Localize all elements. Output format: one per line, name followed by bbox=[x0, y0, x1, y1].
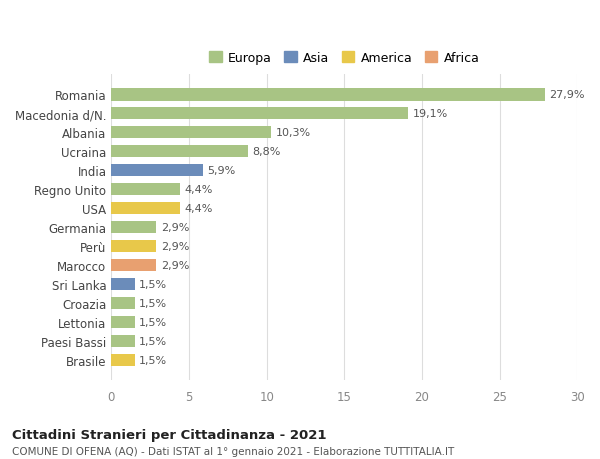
Bar bbox=[112, 165, 203, 177]
Text: 1,5%: 1,5% bbox=[139, 298, 167, 308]
Text: 1,5%: 1,5% bbox=[139, 317, 167, 327]
Text: 1,5%: 1,5% bbox=[139, 280, 167, 289]
Legend: Europa, Asia, America, Africa: Europa, Asia, America, Africa bbox=[206, 48, 483, 68]
Text: 5,9%: 5,9% bbox=[208, 166, 236, 176]
Bar bbox=[112, 108, 408, 120]
Text: 4,4%: 4,4% bbox=[184, 204, 213, 214]
Text: 2,9%: 2,9% bbox=[161, 223, 190, 233]
Bar bbox=[112, 259, 157, 272]
Text: 1,5%: 1,5% bbox=[139, 355, 167, 365]
Bar bbox=[112, 127, 271, 139]
Bar bbox=[112, 241, 157, 252]
Bar bbox=[112, 202, 180, 215]
Text: 19,1%: 19,1% bbox=[413, 109, 448, 119]
Text: 4,4%: 4,4% bbox=[184, 185, 213, 195]
Bar bbox=[112, 335, 134, 347]
Text: 10,3%: 10,3% bbox=[276, 128, 311, 138]
Text: Cittadini Stranieri per Cittadinanza - 2021: Cittadini Stranieri per Cittadinanza - 2… bbox=[12, 428, 326, 442]
Bar bbox=[112, 297, 134, 309]
Bar bbox=[112, 146, 248, 158]
Text: 1,5%: 1,5% bbox=[139, 336, 167, 346]
Bar bbox=[112, 221, 157, 234]
Bar bbox=[112, 316, 134, 328]
Text: 8,8%: 8,8% bbox=[253, 147, 281, 157]
Bar bbox=[112, 278, 134, 291]
Bar bbox=[112, 89, 545, 101]
Text: 2,9%: 2,9% bbox=[161, 241, 190, 252]
Text: 2,9%: 2,9% bbox=[161, 260, 190, 270]
Bar bbox=[112, 184, 180, 196]
Bar bbox=[112, 354, 134, 366]
Text: COMUNE DI OFENA (AQ) - Dati ISTAT al 1° gennaio 2021 - Elaborazione TUTTITALIA.I: COMUNE DI OFENA (AQ) - Dati ISTAT al 1° … bbox=[12, 447, 454, 456]
Text: 27,9%: 27,9% bbox=[550, 90, 585, 100]
